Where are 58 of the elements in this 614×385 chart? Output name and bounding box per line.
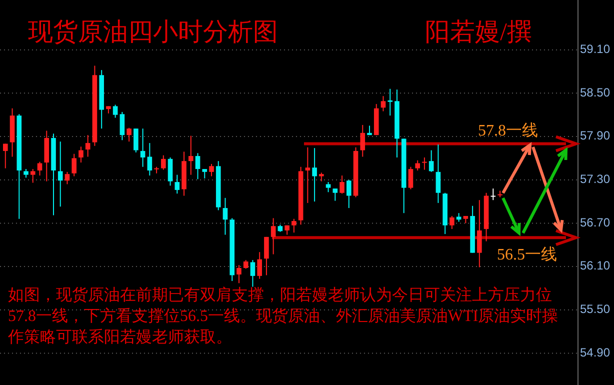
candlestick	[37, 161, 42, 176]
candlestick	[147, 142, 152, 176]
text: 阳若嫚/撰	[425, 19, 532, 46]
legend-label: 56.5一线	[497, 246, 557, 264]
candlestick	[85, 134, 90, 158]
candlestick	[292, 218, 296, 234]
y-tick-label: 57.90	[580, 128, 610, 143]
candlestick	[408, 166, 414, 190]
candlestick	[58, 141, 63, 208]
y-tick-label: 59.10	[580, 42, 610, 56]
candlestick	[134, 128, 138, 153]
y-tick-label: 57.30	[580, 172, 610, 186]
candlestick	[380, 96, 386, 112]
candlestick	[250, 260, 256, 288]
candlestick	[388, 88, 393, 116]
candlestick	[326, 182, 331, 193]
candlestick	[209, 163, 214, 177]
candlestick	[3, 143, 8, 169]
candlestick	[126, 127, 132, 142]
candlestick	[264, 236, 269, 276]
candlestick	[30, 168, 36, 184]
candlestick	[174, 174, 180, 194]
annotation: 如图，现货原油在前期已有双肩支撑，阳若嫚老师认为今日可关注上方压力位57.8一线，下方看支撑位56.5一线。现货原油、外汇原油美原油WTI原油实时操作策略可联系阳若嫚老师获取。	[7, 286, 558, 346]
candlestick	[332, 188, 338, 202]
candlestick	[112, 104, 118, 118]
candlestick	[305, 146, 310, 204]
candlestick	[340, 175, 344, 194]
candlestick	[422, 156, 427, 170]
candlestick	[428, 150, 434, 172]
candlestick	[222, 197, 228, 236]
ref-line-label: 57.8一线	[478, 122, 538, 140]
candlestick	[346, 179, 352, 209]
candlestick	[490, 188, 496, 201]
y-tick-label: 56.70	[580, 215, 610, 230]
candlestick	[140, 128, 146, 168]
candlestick	[257, 252, 262, 280]
candlestick	[195, 152, 200, 180]
candlestick	[161, 154, 166, 170]
candlestick	[312, 148, 317, 202]
candlestick	[415, 160, 420, 171]
candlestick	[202, 168, 208, 179]
candlestick	[64, 171, 70, 185]
text: 现货原油四小时分析图	[28, 19, 278, 46]
candlestick	[72, 153, 77, 177]
candlestick	[168, 156, 173, 186]
candlestick	[236, 264, 242, 284]
candlestick	[436, 144, 441, 204]
candlestick	[450, 215, 454, 230]
candlestick	[270, 218, 276, 255]
y-tick-label: 54.90	[580, 345, 610, 360]
candlestick	[120, 111, 125, 141]
candlestick	[477, 200, 482, 268]
candlestick	[78, 146, 84, 164]
candlestick	[188, 135, 194, 176]
y-tick-label: 58.50	[580, 85, 610, 100]
y-tick-label: 55.50	[580, 302, 610, 316]
y-tick-label: 56.10	[580, 258, 610, 273]
candlestick	[360, 124, 366, 158]
